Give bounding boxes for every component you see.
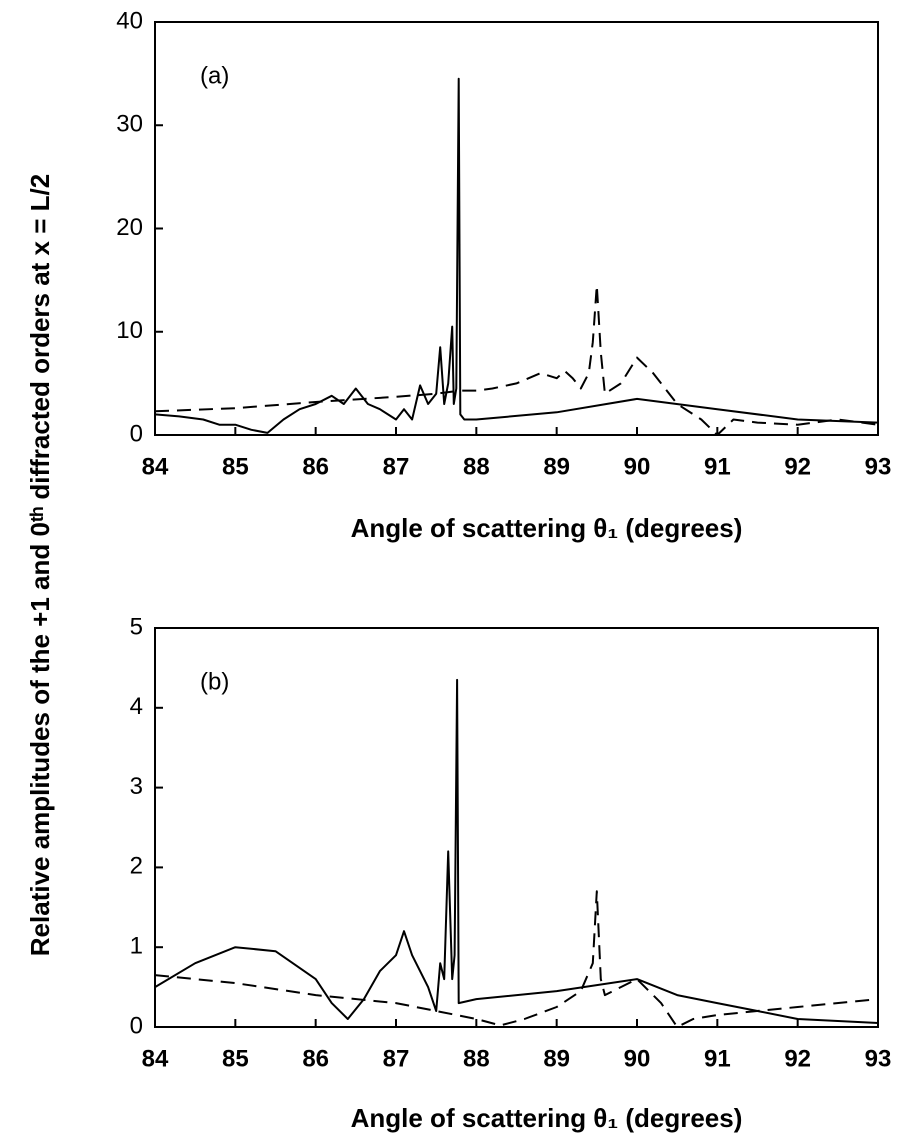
- x-tick-label: 84: [142, 453, 169, 480]
- x-tick-label: 93: [865, 1045, 892, 1072]
- x-tick-label: 90: [624, 453, 651, 480]
- x-axis-label: Angle of scattering θ₁ (degrees): [351, 513, 743, 543]
- y-axis-label: Relative amplitudes of the +1 and 0ᵗʰ di…: [25, 174, 55, 956]
- y-tick-label: 0: [130, 420, 143, 447]
- y-tick-label: 5: [130, 613, 143, 640]
- x-tick-label: 87: [383, 1045, 410, 1072]
- x-tick-label: 86: [302, 1045, 329, 1072]
- x-tick-label: 90: [624, 1045, 651, 1072]
- x-tick-label: 92: [784, 1045, 811, 1072]
- x-tick-label: 89: [543, 453, 570, 480]
- data-line: [154, 890, 879, 1028]
- data-line: [154, 678, 879, 1024]
- x-tick-label: 91: [704, 453, 731, 480]
- y-tick-label: 10: [116, 317, 143, 344]
- data-line: [154, 77, 879, 434]
- y-tick-label: 40: [116, 7, 143, 34]
- x-tick-label: 87: [383, 453, 410, 480]
- x-tick-label: 88: [463, 1045, 490, 1072]
- x-tick-label: 89: [543, 1045, 570, 1072]
- panel-label: (a): [200, 62, 229, 89]
- x-tick-label: 84: [142, 1045, 169, 1072]
- y-tick-label: 30: [116, 111, 143, 138]
- y-tick-label: 0: [130, 1012, 143, 1039]
- x-tick-label: 86: [302, 453, 329, 480]
- x-tick-label: 85: [222, 1045, 249, 1072]
- y-tick-label: 1: [130, 933, 143, 960]
- data-line: [154, 284, 879, 436]
- x-tick-label: 93: [865, 453, 892, 480]
- y-tick-label: 2: [130, 853, 143, 880]
- y-tick-label: 20: [116, 214, 143, 241]
- x-tick-label: 91: [704, 1045, 731, 1072]
- plot-frame: [154, 627, 879, 1028]
- x-tick-label: 92: [784, 453, 811, 480]
- x-tick-label: 85: [222, 453, 249, 480]
- y-tick-label: 3: [130, 773, 143, 800]
- plot-frame: [154, 21, 879, 436]
- panel-label: (b): [200, 668, 229, 695]
- x-tick-label: 88: [463, 453, 490, 480]
- y-tick-label: 4: [130, 693, 143, 720]
- x-axis-label: Angle of scattering θ₁ (degrees): [351, 1103, 743, 1133]
